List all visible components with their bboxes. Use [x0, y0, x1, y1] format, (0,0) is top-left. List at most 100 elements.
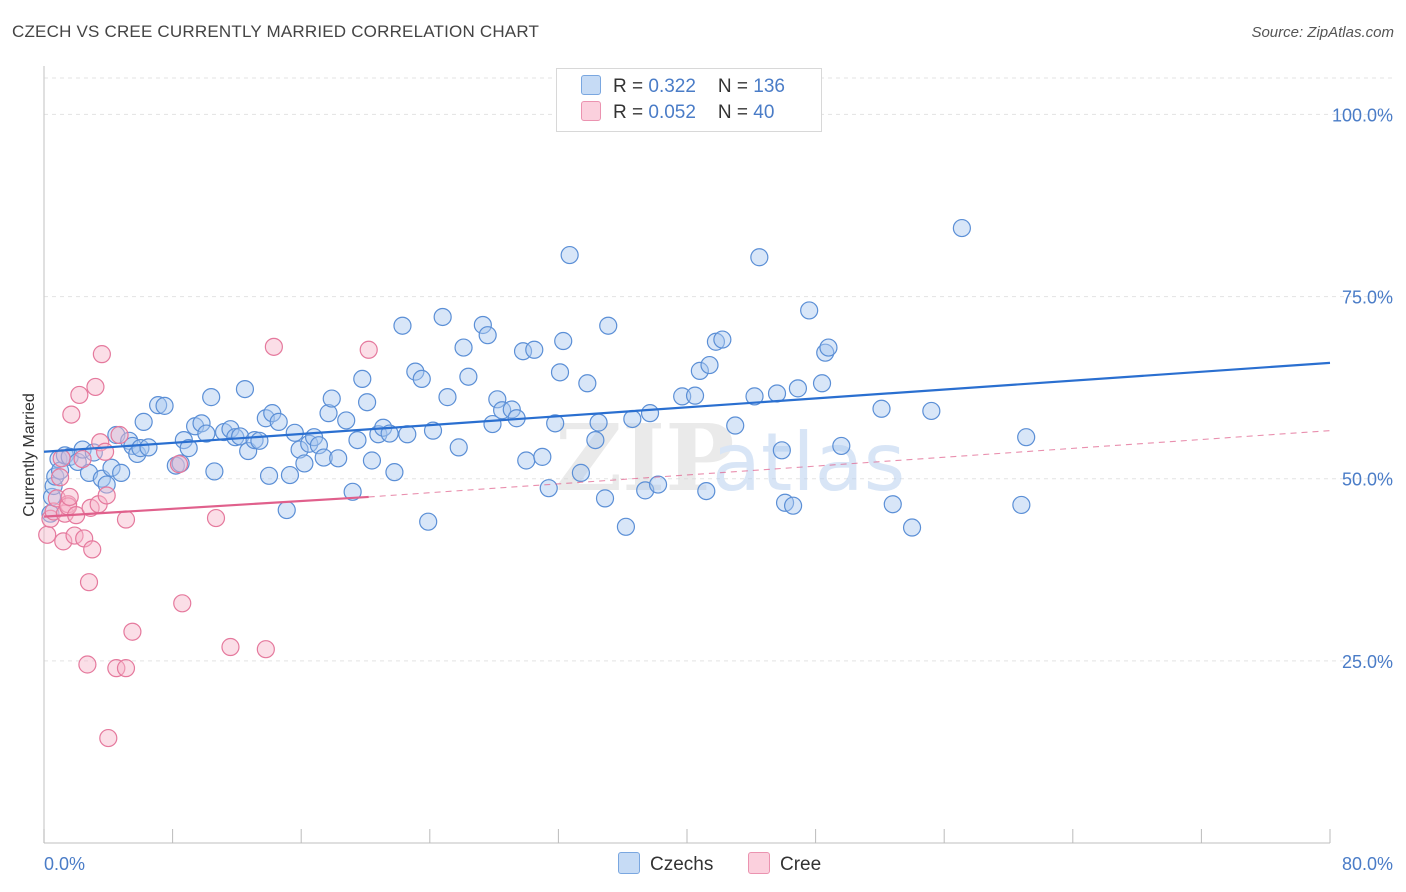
grid-lines — [44, 77, 1392, 662]
czech-point — [362, 451, 382, 470]
watermark-atlas: atlas — [712, 416, 905, 509]
czech-point — [589, 413, 608, 432]
czech-point — [314, 448, 333, 467]
bottom-legend: Czechs Cree — [0, 852, 1406, 878]
legend-row-czechs: R = 0.322 N = 136 — [581, 75, 785, 101]
legend-czech-n-value: 136 — [753, 76, 785, 97]
czech-point — [713, 330, 732, 349]
czech-point — [488, 390, 507, 409]
czech-point — [478, 326, 497, 345]
czech-point — [767, 384, 787, 403]
legend: R = 0.322 N = 136 R = 0.052 N = 40 — [556, 68, 822, 132]
czech-point — [358, 393, 377, 412]
czech-point — [231, 427, 250, 446]
y-axis-label: Currently Married — [21, 393, 38, 517]
czech-point — [578, 374, 597, 393]
cree-point — [70, 385, 89, 405]
y-tick-label: 100.0% — [1332, 105, 1393, 125]
czech-point — [819, 338, 838, 357]
x-tick-label: 0.0% — [44, 854, 85, 874]
czech-point — [685, 386, 705, 405]
bottom-legend-czechs-label: Czechs — [650, 854, 714, 875]
czech-point — [517, 451, 536, 470]
cree-point — [173, 594, 192, 613]
bottom-legend-cree-label: Cree — [780, 854, 822, 875]
czech-point — [546, 414, 565, 433]
czech-point — [700, 355, 719, 375]
czech-point — [816, 343, 835, 362]
cree-point — [95, 442, 115, 461]
bottom-legend-czechs: Czechs — [618, 852, 713, 876]
axes — [43, 66, 1331, 844]
czech-point — [343, 482, 362, 501]
cree-point — [99, 728, 118, 748]
czech-point — [640, 404, 660, 423]
czech-point — [398, 425, 417, 444]
legend-swatch-czechs — [581, 75, 601, 95]
czech-point — [554, 331, 573, 351]
czech-point — [197, 424, 216, 443]
czech-point — [783, 496, 803, 515]
bottom-legend-swatch-czechs — [618, 852, 640, 874]
cree-point — [116, 659, 136, 678]
cree-point — [116, 510, 136, 529]
czech-point — [285, 423, 304, 442]
czech-point — [673, 387, 692, 406]
czech-point — [525, 340, 544, 359]
czech-point — [883, 495, 902, 514]
czech-point — [112, 463, 131, 482]
cree-points — [38, 337, 378, 748]
czech-point — [812, 374, 832, 393]
watermark-zip: ZIP — [555, 404, 734, 512]
czech-point — [319, 404, 338, 423]
tick-labels: 25.0% 50.0% 75.0% 100.0% 0.0% 80.0% — [44, 105, 1393, 874]
czech-point — [102, 458, 121, 477]
czech-point — [348, 431, 367, 450]
czech-point — [750, 248, 769, 267]
czech-point — [280, 465, 300, 485]
czech-point — [393, 316, 412, 335]
czech-point — [277, 500, 296, 520]
czech-point — [433, 307, 452, 327]
czech-point — [149, 396, 168, 415]
czech-point — [616, 517, 636, 536]
czech-point — [502, 400, 521, 419]
czech-point — [550, 363, 570, 382]
legend-cree-r-value: 0.052 — [648, 102, 696, 123]
czech-point — [239, 441, 258, 461]
czech-point — [1017, 428, 1036, 447]
czech-point — [922, 401, 941, 421]
cree-point — [79, 573, 99, 592]
czech-point — [412, 369, 431, 388]
czech-point — [406, 362, 425, 381]
czech-point — [690, 361, 709, 380]
czech-point — [385, 463, 404, 482]
cree-point — [86, 377, 105, 397]
cree-point — [60, 487, 79, 507]
cree-point — [78, 655, 97, 674]
czech-point — [449, 438, 468, 457]
cree-point — [107, 659, 126, 678]
czech-point — [533, 447, 552, 466]
czech-point — [473, 315, 492, 335]
czech-point — [205, 462, 224, 481]
trend-lines — [43, 361, 1331, 518]
cree-point — [169, 455, 189, 474]
czech-point — [1012, 495, 1031, 515]
czech-point — [139, 438, 158, 457]
czech-point — [745, 387, 764, 406]
y-tick-label: 50.0% — [1342, 470, 1393, 490]
cree-point — [256, 640, 275, 659]
czech-point — [599, 316, 618, 335]
czech-point — [832, 436, 851, 456]
legend-cree-r-label: R = — [613, 102, 649, 123]
czech-point — [493, 401, 512, 420]
legend-row-cree: R = 0.052 N = 40 — [581, 101, 774, 127]
cree-point — [206, 508, 226, 528]
cree-point — [73, 449, 92, 469]
czech-point — [46, 467, 65, 486]
chart-title: CZECH VS CREE CURRENTLY MARRIED CORRELAT… — [12, 22, 540, 41]
czech-point — [353, 369, 372, 388]
czech-point — [290, 440, 309, 459]
czech-point — [872, 399, 891, 418]
